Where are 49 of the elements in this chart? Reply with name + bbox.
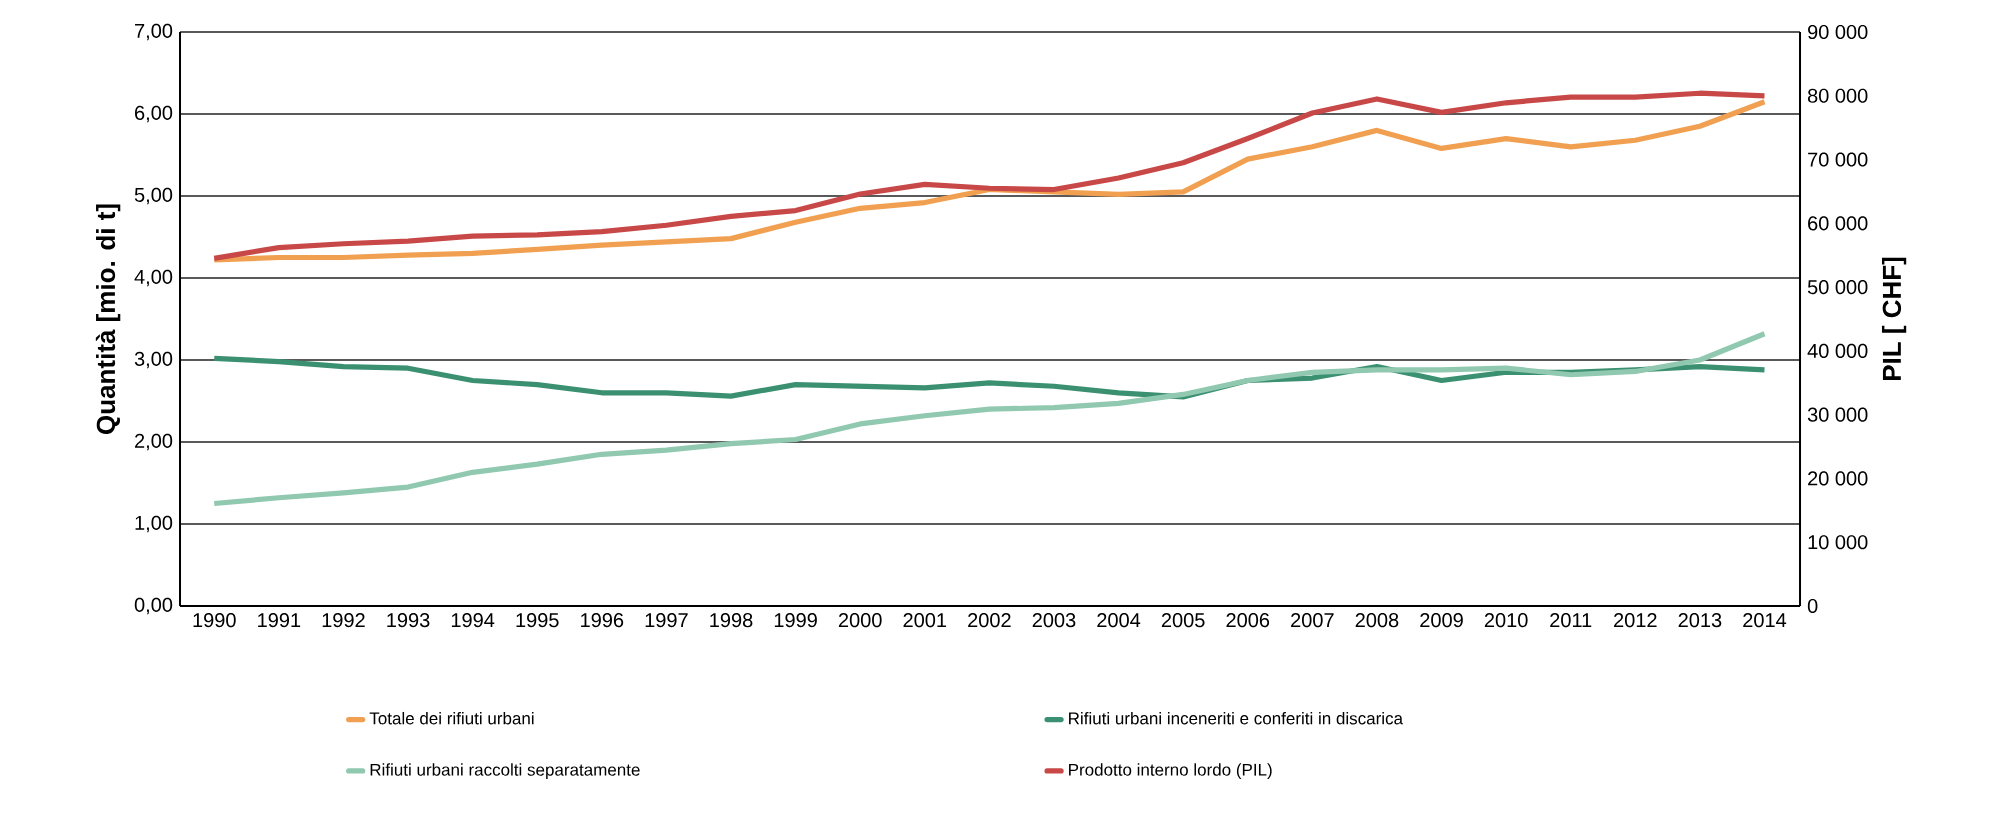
y-tick-label: 7,00 xyxy=(135,23,173,41)
x-tick-label: 2012 xyxy=(1614,613,1657,628)
y-tick-label: 0,00 xyxy=(134,597,173,615)
y2-tick-label: 70 000 xyxy=(1808,152,1868,167)
y2-axis-title: PIL [ CHF] xyxy=(1881,257,1907,381)
x-tick-label: 2011 xyxy=(1550,613,1592,628)
y2-tick-label: 80 000 xyxy=(1807,88,1868,103)
x-tick-label: 2013 xyxy=(1678,613,1722,628)
y-tick-label: 6,00 xyxy=(135,105,173,123)
y-tick-label: 5,00 xyxy=(134,187,173,205)
x-tick-label: 1999 xyxy=(774,613,817,628)
legend-label: Rifiuti urbani inceneriti e conferiti in discarica xyxy=(1069,711,1403,725)
x-tick-label: 2006 xyxy=(1226,613,1270,628)
x-tick-label: 1993 xyxy=(387,613,430,628)
x-tick-label: 2002 xyxy=(968,613,1011,628)
x-tick-label: 2003 xyxy=(1032,613,1076,628)
y-tick-label: 4,00 xyxy=(134,269,173,287)
y2-tick-label: 20 000 xyxy=(1808,471,1868,486)
y2-tick-label: 60 000 xyxy=(1808,216,1868,231)
x-tick-label: 2010 xyxy=(1484,613,1528,628)
x-tick-label: 1995 xyxy=(516,613,559,628)
x-tick-label: 1998 xyxy=(710,613,753,628)
x-tick-label: 2009 xyxy=(1420,613,1463,628)
x-tick-label: 2000 xyxy=(838,613,882,628)
x-tick-label: 1994 xyxy=(451,613,495,628)
legend-label: Totale dei rifiuti urbani xyxy=(369,711,534,725)
y2-tick-label: 10 000 xyxy=(1808,535,1868,550)
x-tick-label: 1997 xyxy=(645,613,688,628)
y-tick-label: 3,00 xyxy=(134,351,173,369)
y2-tick-label: 50 000 xyxy=(1807,280,1868,295)
y2-tick-label: 0 xyxy=(1807,598,1818,614)
x-tick-label: 1991 xyxy=(258,613,301,628)
y-tick-label: 2,00 xyxy=(135,433,173,451)
x-tick-label: 2004 xyxy=(1097,613,1141,628)
y2-tick-label: 40 000 xyxy=(1807,343,1868,358)
x-tick-label: 1996 xyxy=(581,613,624,628)
y-axis-title: Quantità [mio. di t] xyxy=(95,204,121,434)
legend-label: Rifiuti urbani raccolti separatamente xyxy=(370,763,640,780)
y2-tick-label: 30 000 xyxy=(1807,407,1868,422)
y2-tick-label: 90 000 xyxy=(1808,24,1868,40)
x-tick-label: 1992 xyxy=(322,613,365,628)
y-tick-label: 1,00 xyxy=(135,515,173,533)
x-tick-label: 2005 xyxy=(1161,613,1205,628)
x-tick-label: 2007 xyxy=(1291,613,1334,628)
x-tick-label: 2014 xyxy=(1743,613,1787,628)
x-tick-label: 2001 xyxy=(903,613,947,628)
x-tick-label: 1990 xyxy=(193,613,236,628)
x-tick-label: 2008 xyxy=(1355,613,1399,628)
legend-label: Prodotto interno lordo (PIL) xyxy=(1069,763,1272,780)
